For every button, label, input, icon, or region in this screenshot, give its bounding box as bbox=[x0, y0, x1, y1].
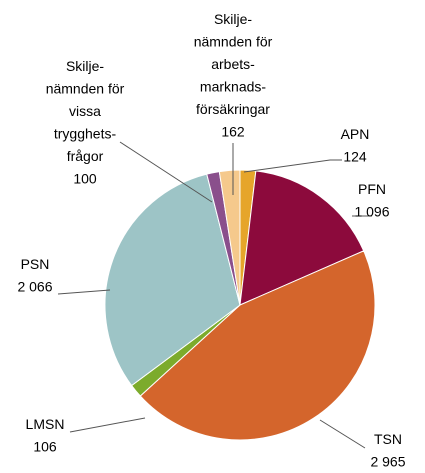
label-line: LMSN bbox=[26, 416, 65, 432]
value-label: 124 bbox=[343, 148, 367, 164]
value-label: 2 965 bbox=[370, 453, 405, 469]
value-label: 2 066 bbox=[17, 278, 52, 294]
value-label: 162 bbox=[221, 123, 245, 139]
value-label: 106 bbox=[33, 438, 57, 454]
label-line: frågor bbox=[67, 148, 104, 164]
slice-label: PFN 1 096 bbox=[354, 181, 389, 220]
label-line: försäkringar bbox=[196, 101, 270, 117]
leader-line bbox=[69, 417, 146, 433]
label-line: PSN bbox=[21, 256, 50, 272]
pie-slice bbox=[239, 170, 365, 306]
leader-line bbox=[57, 289, 111, 295]
value-label: 100 bbox=[73, 170, 97, 186]
slice-label: APN 124 bbox=[341, 126, 370, 165]
label-line: arbets- bbox=[211, 56, 255, 72]
value-label: 1 096 bbox=[354, 203, 389, 219]
leader-line bbox=[243, 159, 342, 173]
slice-label: Skilje-nämnden för arbets-marknads-försäk… bbox=[194, 11, 273, 140]
slice-label: TSN 2 965 bbox=[370, 431, 405, 470]
slice-label: PSN 2 066 bbox=[17, 256, 52, 295]
label-line: Skilje- bbox=[214, 11, 252, 27]
label-line: APN bbox=[341, 126, 370, 142]
leader-line bbox=[119, 141, 213, 203]
label-line: nämnden för bbox=[194, 33, 273, 49]
slice-label: Skilje-nämnden för vissa trygghets-frågor 1… bbox=[46, 58, 125, 187]
label-line: trygghets- bbox=[54, 125, 117, 141]
pie-slice bbox=[104, 173, 241, 387]
label-line: Skilje- bbox=[66, 58, 104, 74]
label-line: vissa bbox=[69, 103, 101, 119]
label-line: PFN bbox=[358, 181, 386, 197]
label-line: nämnden för bbox=[46, 80, 125, 96]
pie-slice bbox=[218, 169, 241, 306]
slice-label: LMSN 106 bbox=[26, 416, 65, 455]
label-line: marknads- bbox=[200, 78, 266, 94]
label-line: TSN bbox=[374, 431, 402, 447]
pie-slice bbox=[139, 250, 376, 441]
leader-line bbox=[319, 419, 366, 449]
